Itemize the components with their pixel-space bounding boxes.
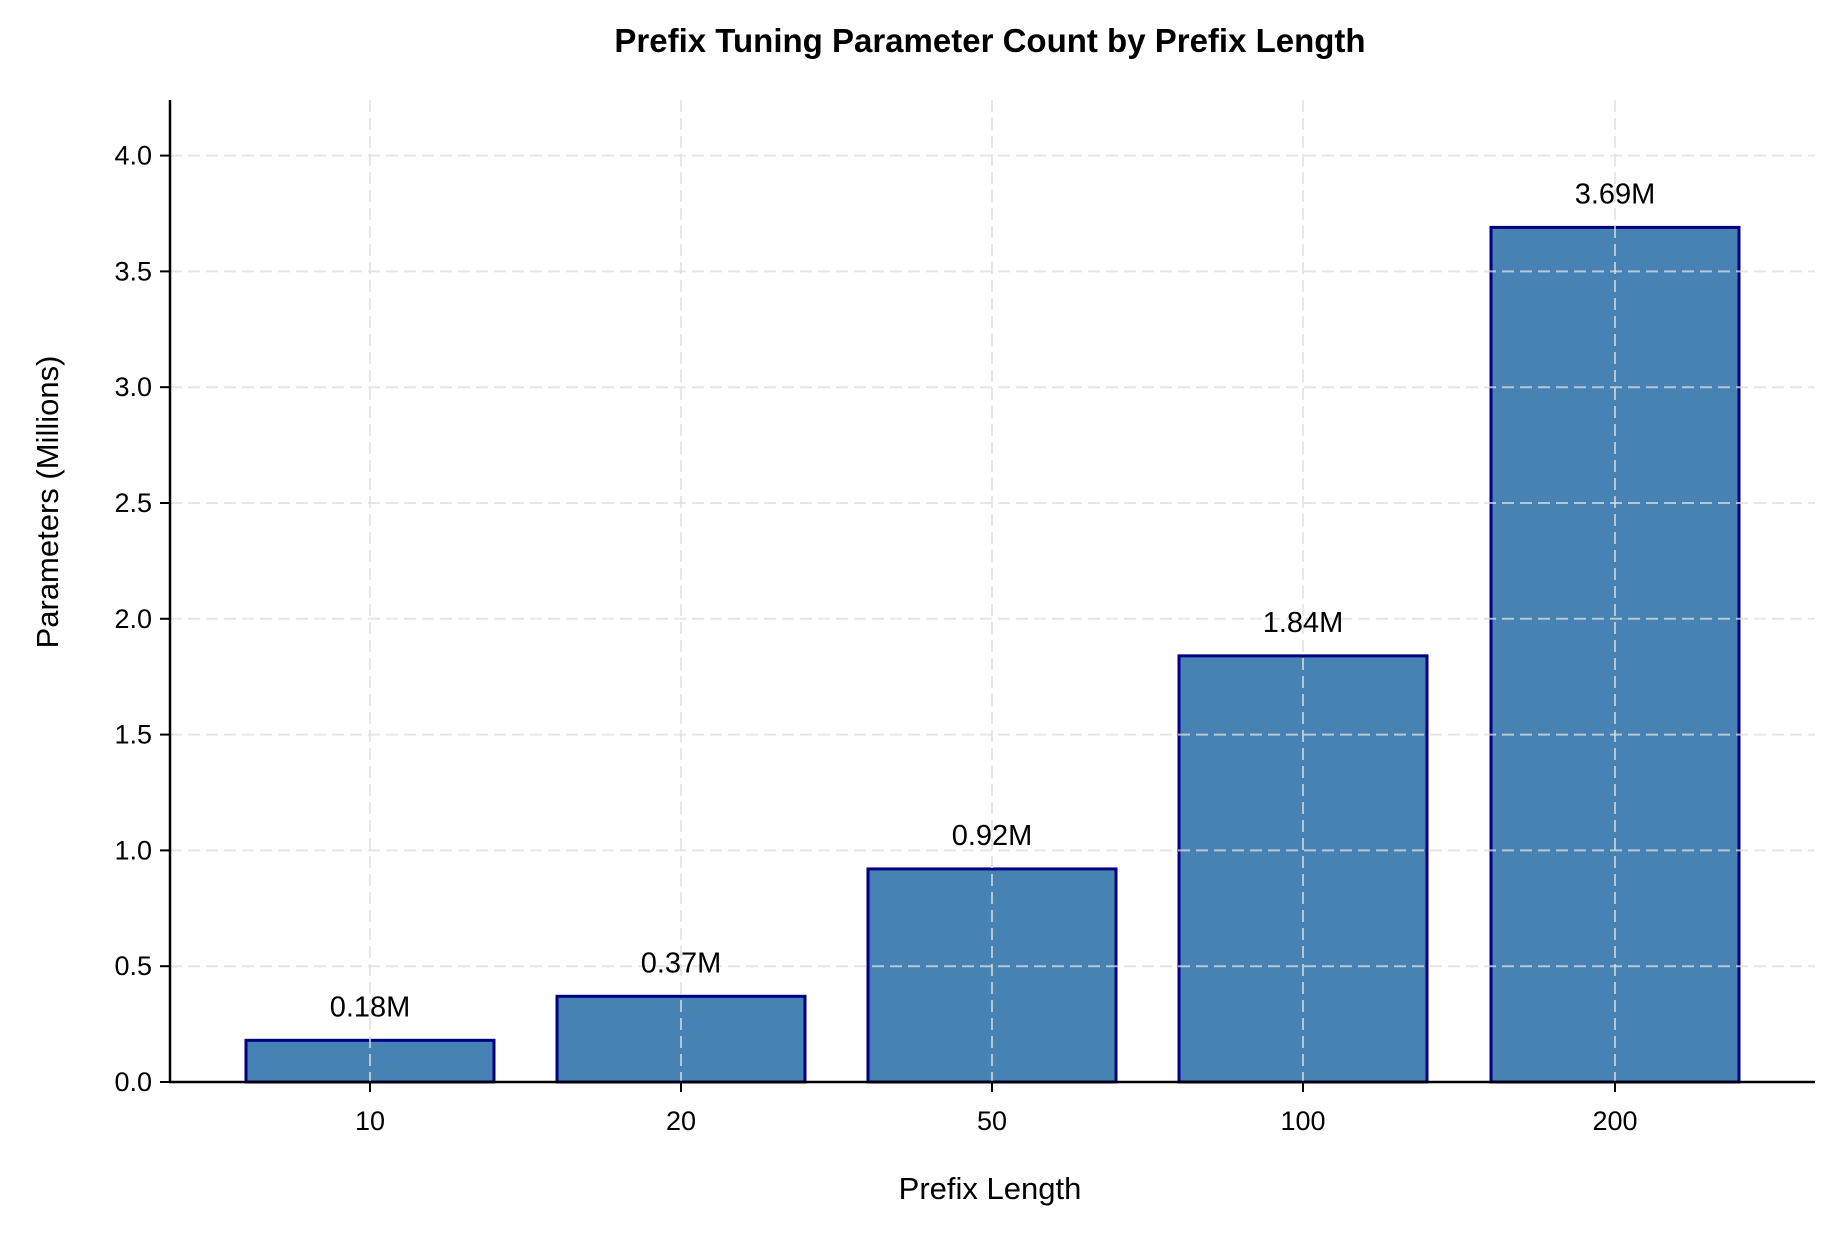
bar-value-label: 0.37M [641,947,722,979]
y-tick-label: 3.5 [114,256,152,286]
x-axis: 10 20 50 100 200 [169,1080,1815,1136]
y-tick-label: 1.5 [114,720,152,750]
x-axis-label: Prefix Length [899,1171,1082,1206]
chart-title: Prefix Tuning Parameter Count by Prefix … [614,22,1365,59]
y-tick-label: 1.0 [114,835,152,865]
bar-value-label: 1.84M [1263,607,1344,639]
x-tick-label: 20 [666,1106,696,1136]
bar-value-label: 3.69M [1575,178,1656,210]
bar-value-label: 0.92M [952,820,1033,852]
y-axis: 0.0 0.5 1.0 1.5 2.0 2.5 3.0 3.5 4.0 [114,100,172,1097]
y-tick-label: 2.0 [114,604,152,634]
y-tick-label: 3.0 [114,372,152,402]
y-tick-label: 0.5 [114,951,152,981]
y-tick-label: 2.5 [114,488,152,518]
y-axis-label: Parameters (Millions) [30,356,65,649]
bar-value-label: 0.18M [330,991,411,1023]
bar-value-labels: 0.18M 0.37M 0.92M 1.84M 3.69M [330,178,1656,1023]
x-tick-label: 100 [1280,1106,1325,1136]
y-tick-label: 0.0 [114,1067,152,1097]
y-tick-label: 4.0 [114,141,152,171]
x-tick-label: 10 [355,1106,385,1136]
x-tick-label: 200 [1592,1106,1637,1136]
x-tick-label: 50 [977,1106,1007,1136]
